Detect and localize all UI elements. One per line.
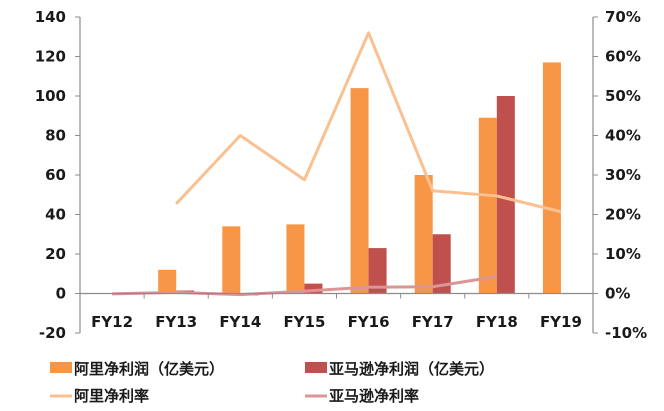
x-tick-label: FY19 <box>540 313 582 331</box>
x-tick-label: FY13 <box>155 313 197 331</box>
x-tick-label: FY17 <box>412 313 454 331</box>
legend-label-amazon-margin: 亚马逊净利率 <box>329 387 419 405</box>
bar-series <box>112 62 561 296</box>
legend: 阿里净利润（亿美元） 亚马逊净利润（亿美元） 阿里净利率 亚马逊净利率 <box>50 360 494 405</box>
bar <box>286 224 305 294</box>
right-tick-label: 0% <box>605 285 630 303</box>
right-tick-label: -10% <box>605 324 647 342</box>
right-tick-label: 60% <box>605 48 641 66</box>
left-tick-label: 120 <box>35 48 66 66</box>
legend-label-amazon-profit: 亚马逊净利润（亿美元） <box>329 360 494 378</box>
x-axis: FY12 FY13 FY14 FY15 FY16 FY17 FY18 FY19 <box>80 292 593 331</box>
bar <box>542 62 561 294</box>
bar <box>222 226 241 294</box>
bar <box>478 117 497 294</box>
bar <box>304 283 323 294</box>
legend-swatch-amazon-profit <box>305 362 327 373</box>
bar <box>350 88 369 294</box>
bar <box>432 234 451 294</box>
left-tick-label: 20 <box>45 245 66 263</box>
bar <box>158 269 177 294</box>
legend-swatch-ali-profit <box>50 362 72 373</box>
x-tick-label: FY12 <box>91 313 133 331</box>
right-tick-label: 40% <box>605 127 641 145</box>
right-tick-label: 50% <box>605 87 641 105</box>
left-tick-label: 60 <box>45 166 66 184</box>
bar <box>496 96 515 294</box>
left-tick-label: 140 <box>35 8 66 26</box>
x-tick-label: FY14 <box>219 313 261 331</box>
right-tick-label: 70% <box>605 8 641 26</box>
bar <box>368 248 387 294</box>
right-tick-label: 20% <box>605 206 641 224</box>
left-tick-label: -20 <box>39 324 66 342</box>
right-tick-label: 10% <box>605 245 641 263</box>
x-tick-label: FY18 <box>476 313 518 331</box>
legend-label-ali-margin: 阿里净利率 <box>74 387 149 405</box>
right-y-axis: -10% 0% 10% 20% 30% 40% 50% 60% 70% <box>592 8 647 342</box>
left-tick-label: 80 <box>45 127 66 145</box>
right-tick-label: 30% <box>605 166 641 184</box>
left-tick-label: 40 <box>45 206 66 224</box>
x-tick-label: FY15 <box>283 313 325 331</box>
line-series <box>112 31 562 297</box>
left-tick-label: 100 <box>35 87 66 105</box>
legend-label-ali-profit: 阿里净利润（亿美元） <box>74 360 224 378</box>
bar <box>414 175 433 294</box>
margin-line <box>175 31 562 214</box>
left-y-axis: -20 0 20 40 60 80 100 120 140 <box>35 8 81 342</box>
margin-line <box>112 275 498 297</box>
left-tick-label: 0 <box>56 285 66 303</box>
x-tick-label: FY16 <box>348 313 390 331</box>
